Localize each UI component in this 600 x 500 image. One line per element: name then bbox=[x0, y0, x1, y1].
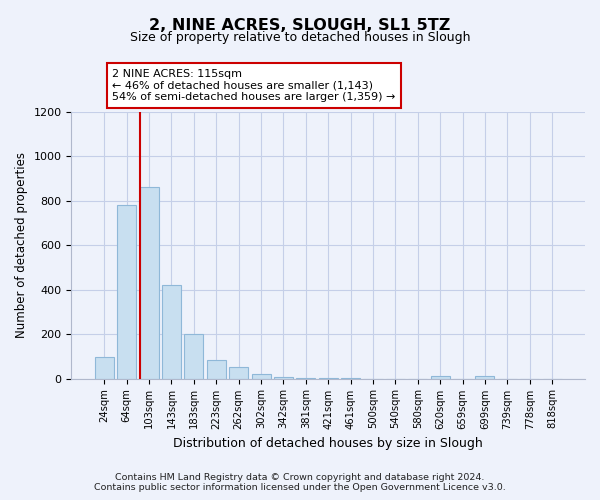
Bar bbox=[475, 376, 494, 378]
Bar bbox=[95, 358, 114, 378]
Bar bbox=[229, 367, 248, 378]
Bar bbox=[162, 285, 181, 378]
Bar bbox=[140, 187, 158, 378]
Bar bbox=[431, 376, 449, 378]
Text: Size of property relative to detached houses in Slough: Size of property relative to detached ho… bbox=[130, 31, 470, 44]
Bar bbox=[184, 334, 203, 378]
X-axis label: Distribution of detached houses by size in Slough: Distribution of detached houses by size … bbox=[173, 437, 483, 450]
Bar bbox=[207, 360, 226, 378]
Text: 2 NINE ACRES: 115sqm
← 46% of detached houses are smaller (1,143)
54% of semi-de: 2 NINE ACRES: 115sqm ← 46% of detached h… bbox=[112, 69, 396, 102]
Text: 2, NINE ACRES, SLOUGH, SL1 5TZ: 2, NINE ACRES, SLOUGH, SL1 5TZ bbox=[149, 18, 451, 32]
Bar bbox=[117, 205, 136, 378]
Text: Contains HM Land Registry data © Crown copyright and database right 2024.
Contai: Contains HM Land Registry data © Crown c… bbox=[94, 473, 506, 492]
Y-axis label: Number of detached properties: Number of detached properties bbox=[15, 152, 28, 338]
Bar bbox=[274, 377, 293, 378]
Bar bbox=[251, 374, 271, 378]
